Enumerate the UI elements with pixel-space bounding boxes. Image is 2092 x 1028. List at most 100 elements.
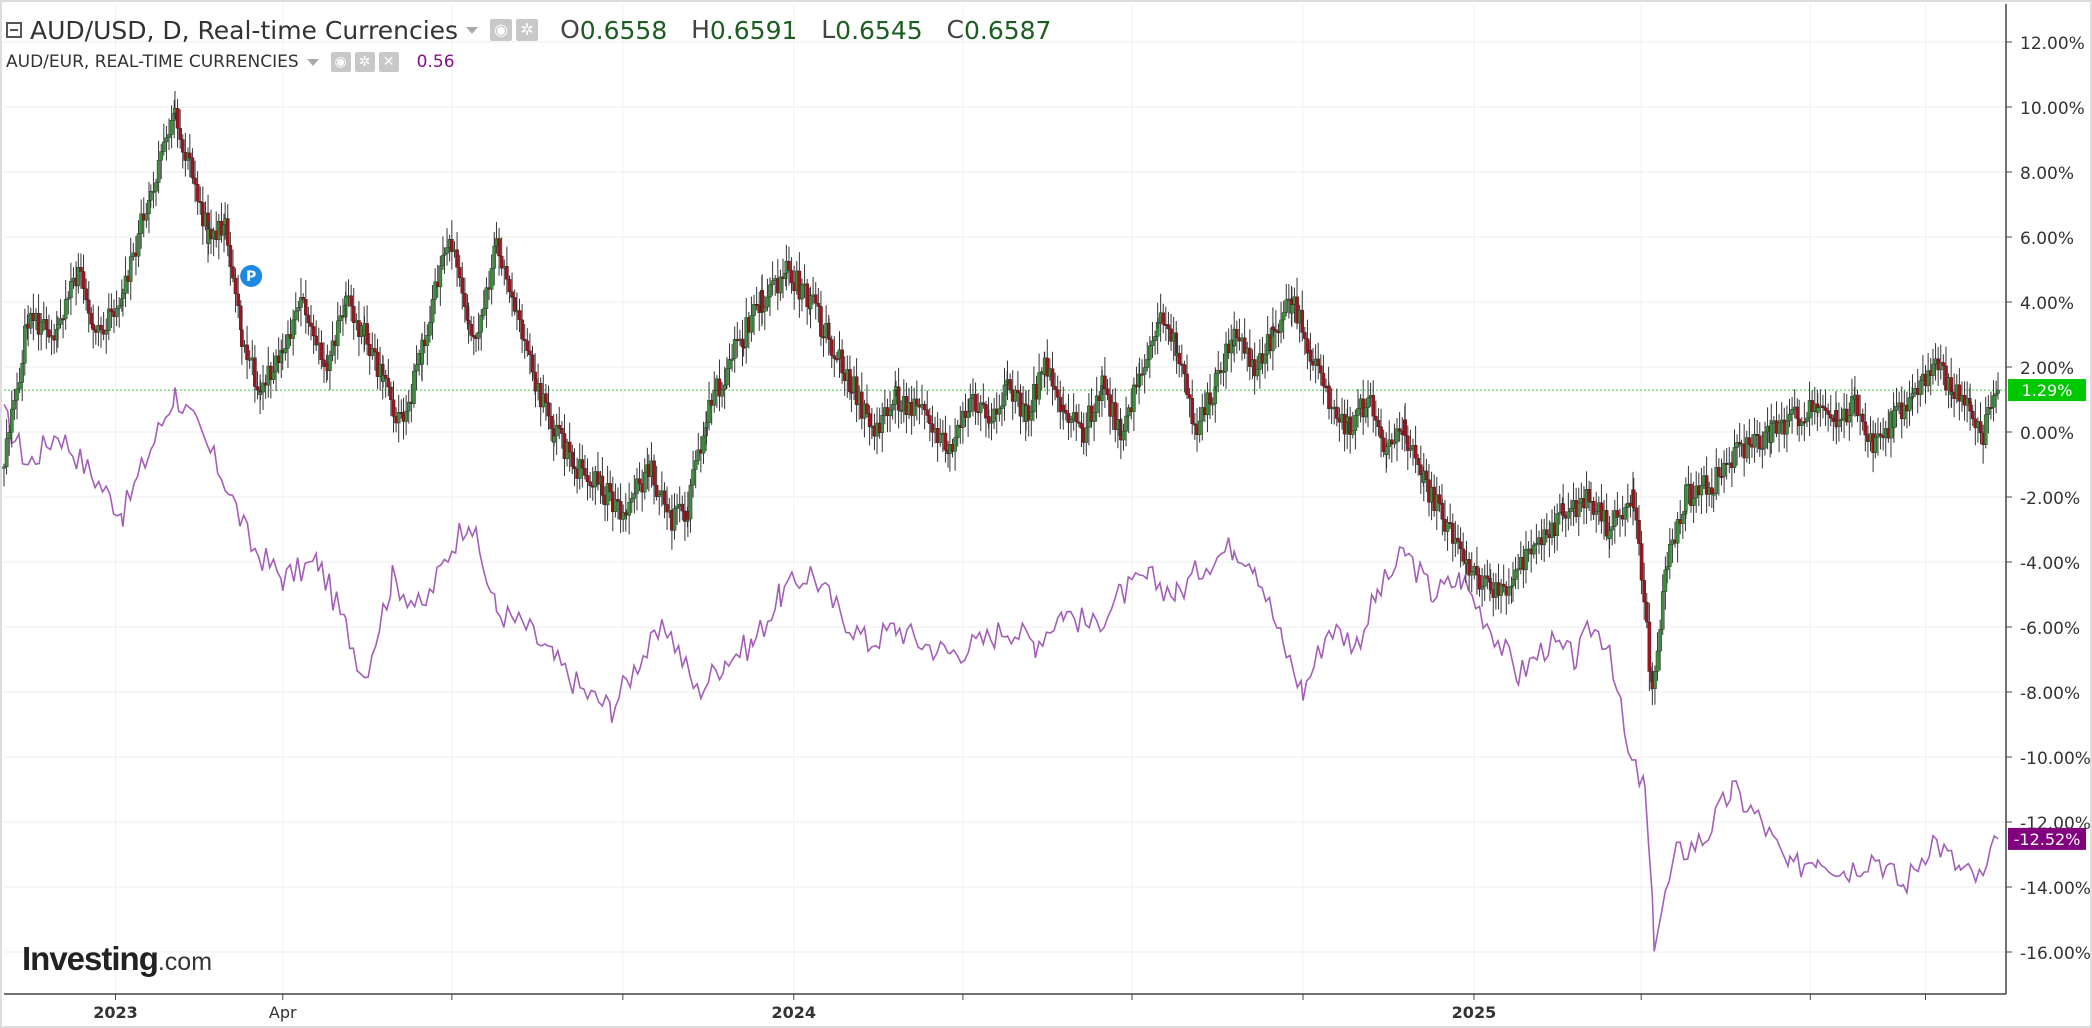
candle-body-up [632, 493, 637, 499]
candle [81, 254, 86, 304]
candle [1050, 351, 1055, 406]
candle [1511, 562, 1515, 603]
candle-body-up [147, 199, 151, 215]
candle [642, 458, 647, 500]
candle [930, 405, 935, 448]
candle-body-down [1802, 421, 1807, 424]
candle [1631, 477, 1636, 512]
candle [121, 288, 125, 317]
candle [585, 458, 590, 501]
gear-icon[interactable]: ✲ [354, 52, 375, 72]
candle [154, 178, 158, 207]
candle-body-down [1501, 583, 1506, 587]
candle-body-down [1105, 388, 1110, 395]
candle [1221, 353, 1226, 387]
candle-body-up [1229, 339, 1234, 354]
candle-body-down [466, 320, 471, 325]
candle-body-up [1610, 526, 1615, 531]
candle-body-down [1300, 309, 1305, 333]
candle [1408, 429, 1413, 458]
candle-body-up [1660, 591, 1665, 630]
candle-body-up [492, 245, 497, 269]
candle-body-down [1475, 566, 1479, 576]
candle-body-down [1074, 412, 1079, 423]
candle-body-down [1182, 364, 1187, 375]
candle-body-up [1395, 428, 1399, 443]
candle-body-down [175, 108, 180, 129]
candle-body-down [507, 279, 512, 293]
gear-icon[interactable]: ✲ [516, 19, 539, 41]
candle [528, 333, 532, 375]
candle [1395, 418, 1399, 462]
eye-icon[interactable]: ◉ [330, 52, 351, 72]
candle [291, 309, 295, 356]
candle [546, 385, 551, 430]
candle [973, 382, 978, 425]
candle-body-up [1408, 448, 1413, 451]
candle-body-down [1316, 358, 1321, 367]
candle [1187, 387, 1192, 418]
chevron-down-icon[interactable] [466, 26, 479, 34]
candle [1384, 442, 1389, 469]
candle [178, 109, 182, 149]
compare-value: 0.56 [416, 52, 455, 72]
candle-body-down [1190, 397, 1195, 424]
candle-body-down [1795, 406, 1800, 420]
candle [1821, 394, 1825, 419]
candle-body-down [652, 460, 656, 486]
candle [1668, 528, 1672, 580]
candle [167, 118, 171, 151]
candle-body-down [1639, 543, 1644, 581]
candle-body-down [827, 337, 831, 340]
candle [1121, 423, 1126, 451]
candle-body-up [1907, 397, 1912, 412]
y-tick-label: -2.00% [2020, 489, 2080, 509]
p-marker-icon[interactable]: P [240, 265, 263, 287]
candle-body-up [10, 408, 14, 433]
candle-body-up [1675, 519, 1680, 544]
candle [505, 246, 509, 295]
candle-body-up [1069, 419, 1073, 423]
candle [1815, 393, 1820, 417]
eye-icon[interactable]: ◉ [490, 19, 513, 41]
candle [492, 231, 497, 286]
candle-body-up [1263, 354, 1267, 364]
candle [151, 171, 156, 209]
candle-body-up [1986, 407, 1991, 415]
candle-body-down [450, 239, 454, 252]
candle-body-down [245, 344, 249, 360]
candle-body-down [928, 415, 932, 425]
y-tick-label: -6.00% [2020, 619, 2080, 639]
candle-body-up [1994, 393, 1998, 396]
candle-body-up [1507, 587, 1511, 596]
candle [554, 413, 559, 456]
candle-body-up [1991, 395, 1996, 408]
candle-body-up [1663, 569, 1668, 592]
candle [1445, 516, 1450, 551]
candle [351, 287, 356, 340]
candle-body-down [253, 357, 257, 387]
candle [1878, 422, 1883, 450]
collapse-icon[interactable] [6, 22, 22, 38]
candle-body-down [654, 485, 659, 497]
candle [691, 450, 695, 498]
candle-body-down [455, 249, 459, 268]
candle [1016, 370, 1020, 407]
candle-body-down [1477, 574, 1482, 590]
candle-body-up [425, 335, 430, 346]
candle [577, 443, 582, 490]
main-legend: AUD/USD, D, Real-time Currencies ◉ ✲ O0.655… [6, 14, 1051, 45]
candle-body-up [1356, 408, 1360, 416]
candle-body-down [520, 319, 524, 340]
candle-body-down [1177, 352, 1182, 365]
candle [303, 280, 308, 334]
candle [460, 262, 465, 310]
candle-body-up [1284, 299, 1289, 313]
candle [1839, 407, 1844, 432]
candle-body-down [1456, 537, 1460, 542]
close-icon[interactable]: ✕ [378, 52, 399, 72]
chevron-down-icon[interactable] [306, 58, 319, 66]
candle-body-up [433, 281, 437, 300]
candle-body-up [1353, 415, 1358, 431]
